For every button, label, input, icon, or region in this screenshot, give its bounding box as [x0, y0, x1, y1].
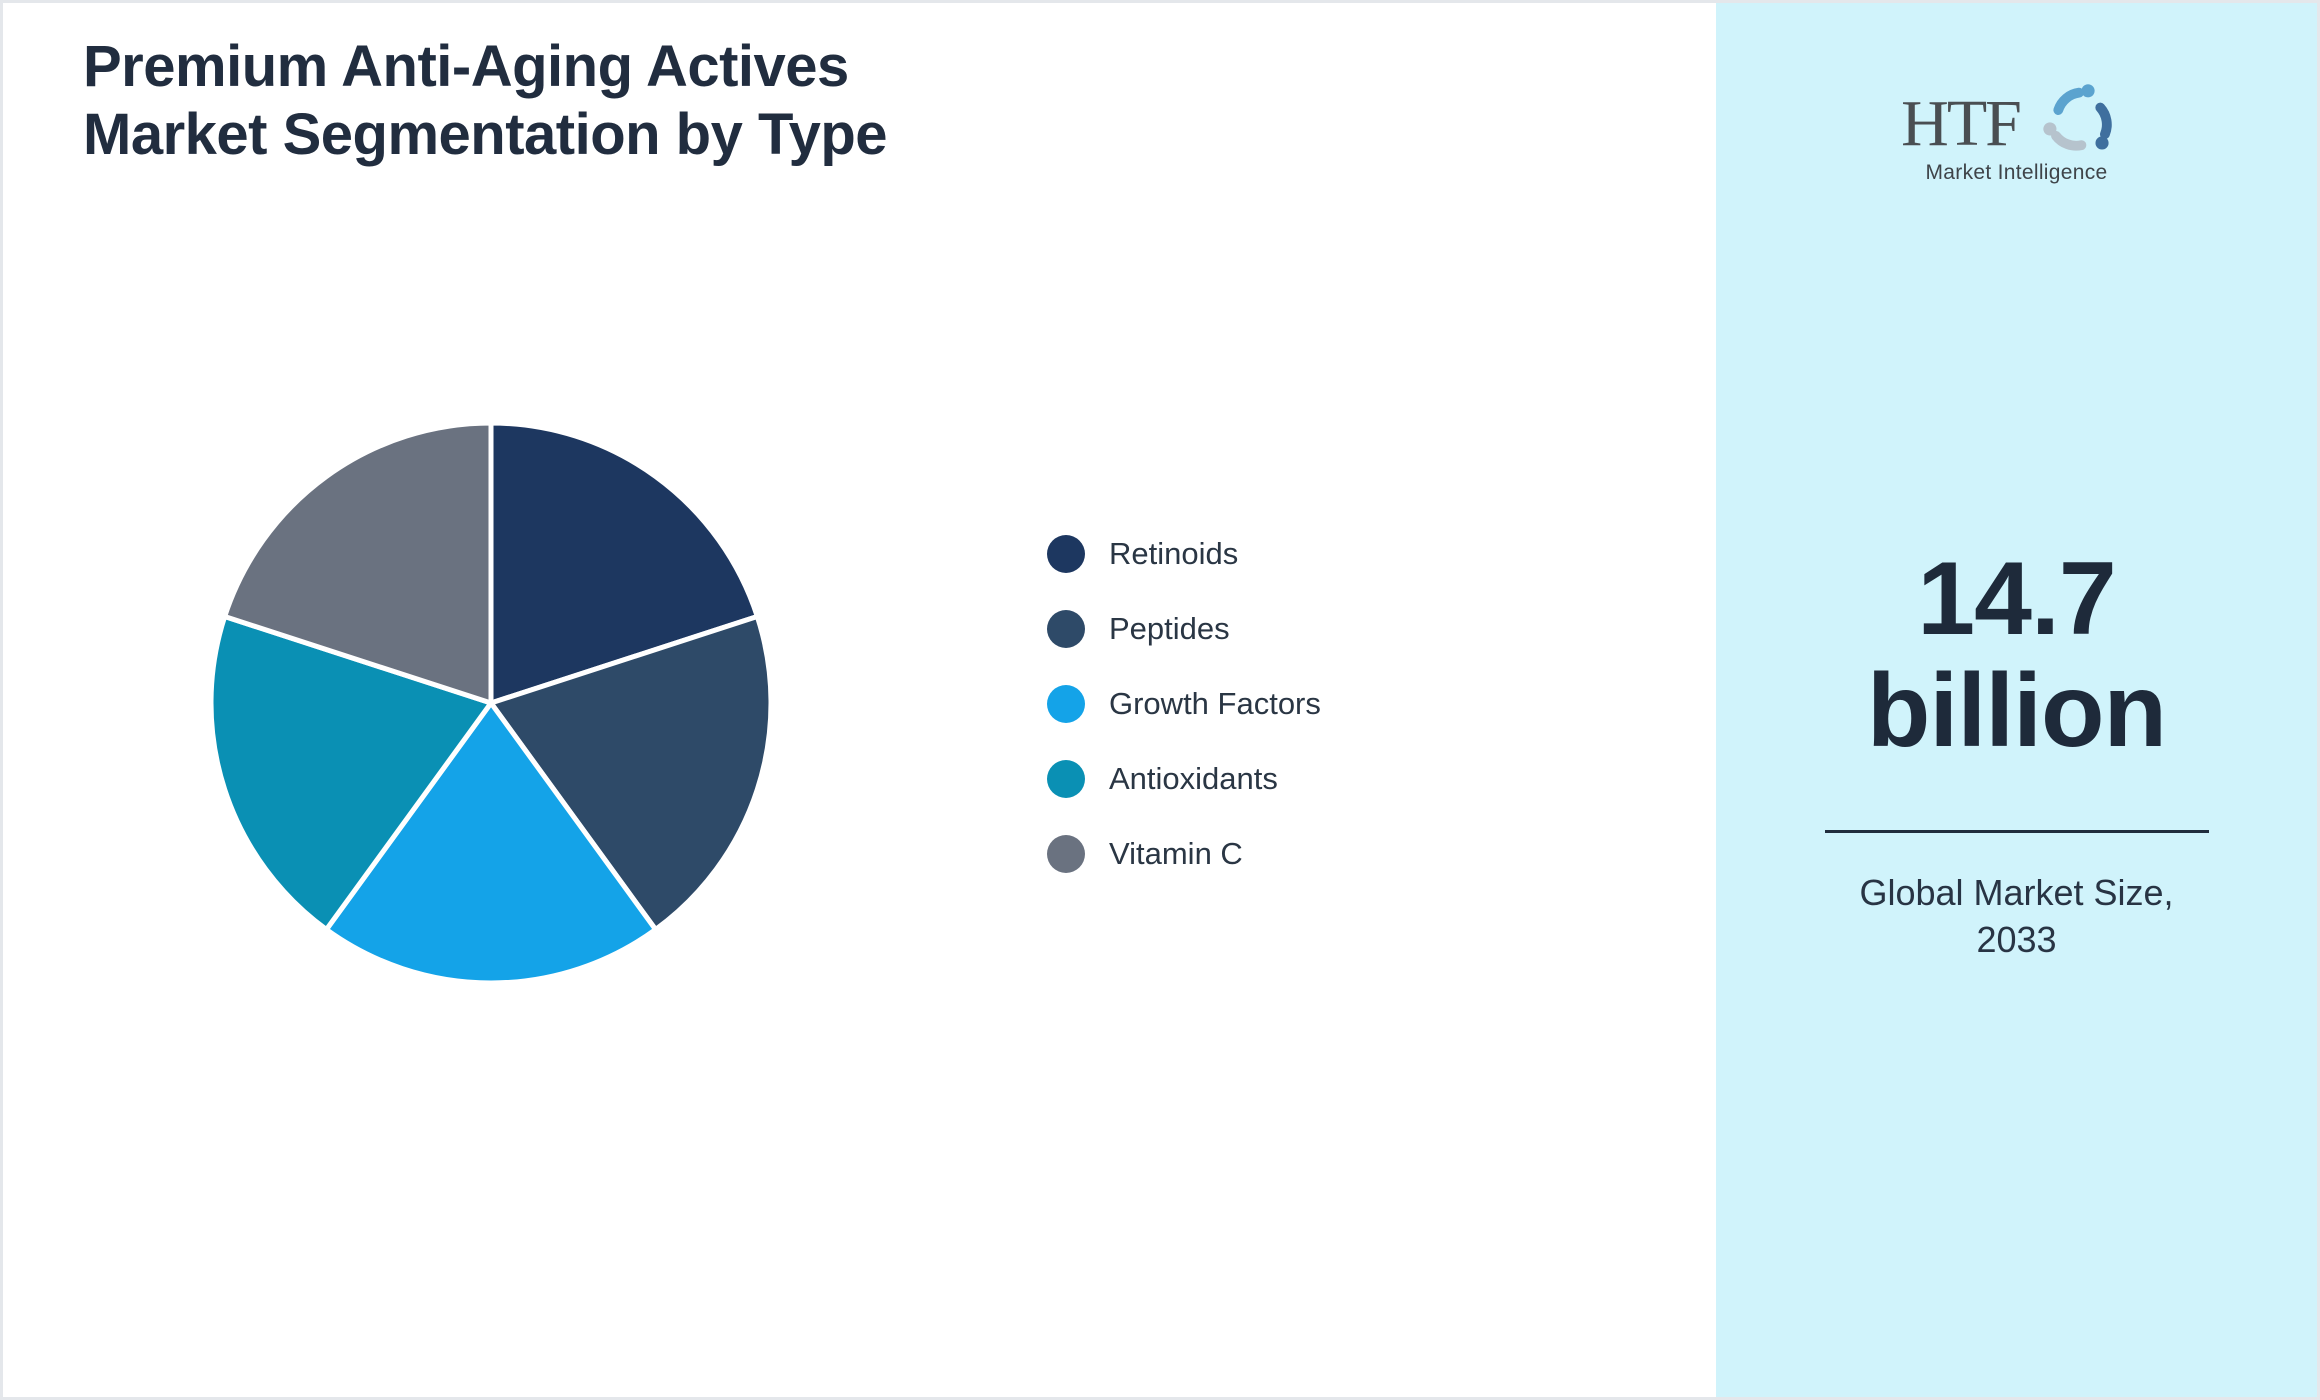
legend-swatch-icon	[1047, 535, 1085, 573]
brand-subtitle: Market Intelligence	[1925, 161, 2108, 184]
legend-label: Antioxidants	[1109, 761, 1278, 796]
market-size-caption-line-1: Global Market Size,	[1859, 872, 2174, 913]
market-size-value: 14.7 billion	[1716, 543, 2317, 767]
legend-swatch-icon	[1047, 685, 1085, 723]
sidebar-divider	[1824, 830, 2209, 833]
pie-slice-peptides	[488, 613, 774, 933]
pie-slice-antioxidants	[208, 613, 494, 933]
legend-item-retinoids: Retinoids	[1047, 535, 1321, 573]
three-figure-swirl-icon	[2043, 84, 2112, 151]
market-size-number: 14.7	[1917, 541, 2116, 657]
pie-legend: Retinoids Peptides Growth Factors Antioxida…	[1047, 535, 1321, 873]
legend-item-antioxidants: Antioxidants	[1047, 760, 1321, 798]
legend-swatch-icon	[1047, 610, 1085, 648]
legend-item-growth-factors: Growth Factors	[1047, 685, 1321, 723]
legend-label: Peptides	[1109, 611, 1230, 646]
market-size-caption-line-2: 2033	[1976, 919, 2057, 960]
pie-slice-vitamin-c	[222, 420, 494, 706]
market-size-caption: Global Market Size, 2033	[1716, 869, 2317, 963]
legend-label: Growth Factors	[1109, 686, 1321, 721]
brand-name: HTF	[1901, 87, 2022, 160]
pie-slice-retinoids	[488, 420, 760, 706]
brand-logo-row: HTF	[1716, 81, 2317, 159]
sidebar: HTF	[1716, 3, 2317, 1397]
legend-label: Vitamin C	[1109, 836, 1243, 871]
legend-swatch-icon	[1047, 760, 1085, 798]
legend-label: Retinoids	[1109, 536, 1239, 571]
market-size-unit: billion	[1866, 653, 2167, 769]
page-title: Premium Anti-Aging Actives Market Segmen…	[83, 33, 888, 169]
legend-item-vitamin-c: Vitamin C	[1047, 835, 1321, 873]
pie-slice-growth-factors	[323, 700, 659, 986]
legend-item-peptides: Peptides	[1047, 610, 1321, 648]
legend-swatch-icon	[1047, 835, 1085, 873]
brand-logo: HTF	[1716, 81, 2317, 185]
page-title-line-1: Premium Anti-Aging Actives	[83, 34, 849, 99]
page-title-line-2: Market Segmentation by Type	[83, 102, 888, 167]
pie-chart	[208, 420, 774, 986]
